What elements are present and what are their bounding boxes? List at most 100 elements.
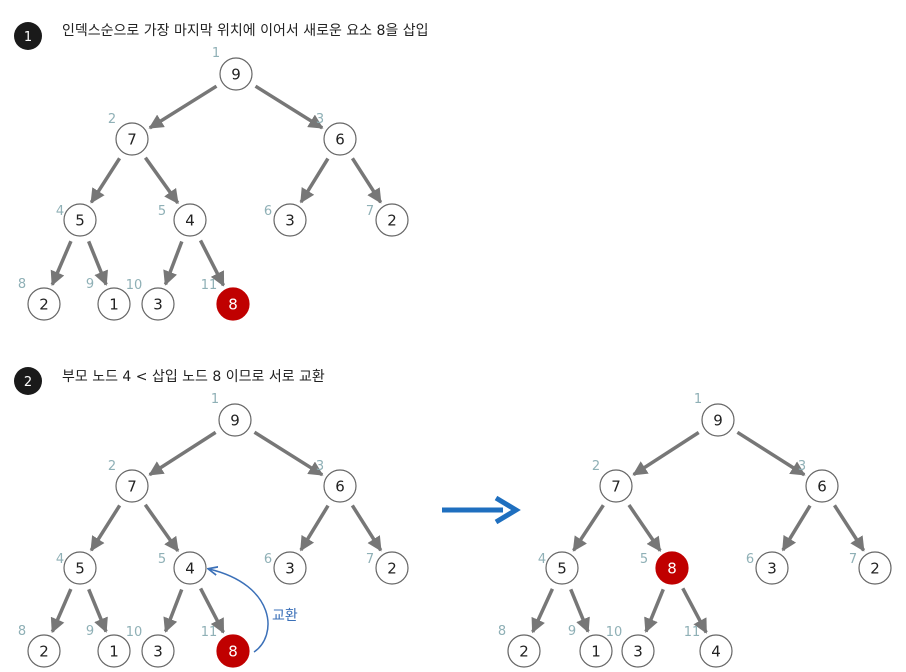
node-index: 7 <box>849 552 857 567</box>
heap-node: 91 <box>694 392 735 437</box>
node-index: 9 <box>568 624 576 639</box>
node-circle <box>805 469 839 503</box>
node-value: 2 <box>387 212 397 230</box>
tree-edge <box>350 504 383 552</box>
node-circle <box>755 551 789 585</box>
node-value: 9 <box>231 66 241 84</box>
heap-node: 63 <box>316 112 357 156</box>
node-index: 7 <box>366 204 374 219</box>
node-value: 7 <box>127 478 137 496</box>
heap-node: 45 <box>158 203 207 237</box>
step-1-number: 1 <box>24 30 32 45</box>
node-circle <box>27 634 61 668</box>
node-index: 10 <box>126 278 143 293</box>
node-value: 6 <box>817 478 827 496</box>
tree-edge <box>87 240 108 286</box>
node-value: 7 <box>127 131 137 149</box>
node-index: 1 <box>212 46 220 61</box>
node-index: 5 <box>158 204 166 219</box>
node-index: 8 <box>18 624 26 639</box>
step-2-header: 2 부모 노드 4 < 삽입 노드 8 이므로 서로 교환 <box>14 367 325 395</box>
node-circle <box>699 634 733 668</box>
node-index: 5 <box>640 552 648 567</box>
node-circle <box>115 469 149 503</box>
node-value: 3 <box>767 560 777 578</box>
node-circle <box>219 57 253 91</box>
node-circle <box>273 203 307 237</box>
heap-node: 54 <box>56 203 97 237</box>
tree-edge <box>681 587 708 634</box>
node-value: 1 <box>109 643 119 661</box>
node-index: 5 <box>158 552 166 567</box>
heap-node: 28 <box>498 624 541 668</box>
node-circle <box>858 551 892 585</box>
tree-edge <box>350 157 383 204</box>
node-value: 5 <box>75 212 85 230</box>
node-circle <box>701 403 735 437</box>
tree-edge <box>163 588 184 633</box>
node-value: 2 <box>870 560 880 578</box>
heap-node: 3 10 <box>126 625 175 668</box>
node-index: 2 <box>108 112 116 127</box>
node-index: 10 <box>126 625 143 640</box>
step-1-header: 1 인덱스순으로 가장 마지막 위치에 이어서 새로운 요소 8을 삽입 <box>14 22 429 50</box>
node-circle <box>621 634 655 668</box>
tree-edge <box>198 239 225 287</box>
tree-edge <box>254 84 324 130</box>
heap-node: 91 <box>212 46 253 91</box>
node-value: 6 <box>335 131 345 149</box>
node-circle <box>173 203 207 237</box>
step-1-title: 인덱스순으로 가장 마지막 위치에 이어서 새로운 요소 8을 삽입 <box>62 23 429 39</box>
tree-edge <box>199 587 225 634</box>
tree-edge <box>143 156 180 205</box>
node-value: 3 <box>153 643 163 661</box>
node-circle <box>579 634 613 668</box>
heap-node: 3 10 <box>606 625 655 668</box>
node-circle <box>97 287 131 321</box>
highlighted-node-circle <box>216 287 250 321</box>
node-index: 2 <box>592 459 600 474</box>
node-index: 4 <box>56 552 64 567</box>
heap-node: 63 <box>798 459 839 503</box>
node-index: 8 <box>18 277 26 292</box>
step-2-number: 2 <box>24 375 32 390</box>
tree-edge <box>50 240 73 287</box>
node-index: 3 <box>316 112 324 127</box>
tree-edge <box>87 588 108 633</box>
node-value: 1 <box>591 643 601 661</box>
node-value: 3 <box>633 643 643 661</box>
node-circle <box>141 634 175 668</box>
heap-node: 72 <box>108 459 149 503</box>
tree-edge <box>148 430 217 477</box>
node-index: 11 <box>684 625 701 640</box>
node-circle <box>97 634 131 668</box>
node-circle <box>599 469 633 503</box>
node-circle <box>273 551 307 585</box>
heap-node: 4 11 <box>684 625 733 668</box>
node-value: 8 <box>228 296 238 314</box>
swap-arrow-icon <box>209 569 269 653</box>
node-index: 9 <box>86 624 94 639</box>
node-value: 5 <box>75 560 85 578</box>
node-circle <box>375 203 409 237</box>
node-index: 10 <box>606 625 623 640</box>
heap-node: 8 11 <box>201 625 250 668</box>
tree-edge <box>833 504 866 552</box>
heap-node: 3 10 <box>126 278 175 321</box>
node-value: 9 <box>230 412 240 430</box>
heap-node: 72 <box>592 459 633 503</box>
node-value: 3 <box>285 560 295 578</box>
node-value: 2 <box>39 643 49 661</box>
node-circle <box>27 287 61 321</box>
node-value: 4 <box>185 212 195 230</box>
swap-label: 교환 <box>272 608 298 624</box>
heap-node: 36 <box>264 203 307 237</box>
tree-edge <box>148 84 218 130</box>
node-value: 9 <box>713 412 723 430</box>
transition-arrow-icon <box>442 495 521 525</box>
heap-node: 45 <box>158 551 207 585</box>
node-value: 3 <box>285 212 295 230</box>
